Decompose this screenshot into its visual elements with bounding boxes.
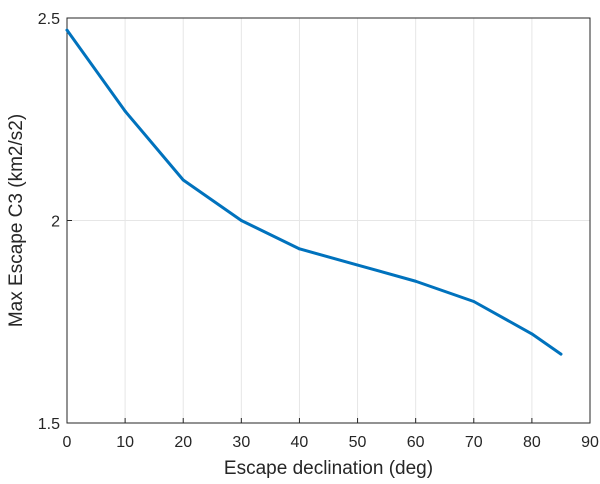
series-line (65, 28, 563, 356)
x-tick-label: 20 (174, 434, 192, 451)
data-point (123, 109, 127, 113)
axis-labels: Escape declination (deg) Max Escape C3 (… (6, 114, 433, 479)
data-point (356, 263, 359, 267)
data-point (65, 28, 69, 32)
y-tick-label: 2 (51, 214, 60, 231)
data-series (65, 28, 563, 356)
y-tick-label: 2.5 (38, 11, 60, 28)
x-tick-label: 70 (465, 434, 483, 451)
data-point (559, 352, 563, 356)
x-axis-label: Escape declination (deg) (224, 458, 433, 479)
data-point (239, 219, 243, 222)
y-tick-label: 1.5 (38, 416, 60, 433)
x-tick-label: 50 (349, 434, 367, 451)
x-tick-label: 80 (523, 434, 541, 451)
x-tick-label: 10 (116, 434, 134, 451)
x-tick-label: 40 (291, 434, 309, 451)
data-point (181, 178, 185, 182)
x-tick-label: 90 (581, 434, 599, 451)
x-tick-label: 30 (232, 434, 250, 451)
axis-ticks: 0 10 20 30 40 50 60 70 80 90 1.5 2 2.5 (38, 11, 599, 451)
data-point (298, 247, 301, 251)
data-point (472, 300, 476, 303)
x-tick-label: 60 (407, 434, 425, 451)
data-point (530, 332, 534, 336)
data-point (414, 279, 418, 283)
y-axis-label: Max Escape C3 (km2/s2) (6, 114, 27, 327)
x-tick-label: 0 (63, 434, 72, 451)
